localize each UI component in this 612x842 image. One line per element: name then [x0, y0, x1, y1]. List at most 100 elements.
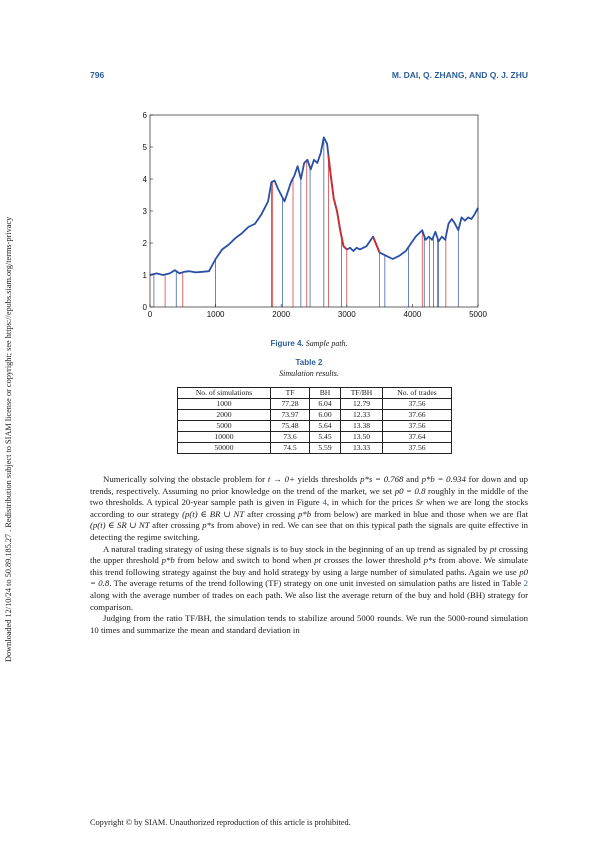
- table-cell: 12.79: [340, 398, 383, 410]
- math: Sr: [415, 497, 424, 508]
- table-cell: 37.56: [382, 420, 452, 432]
- table-cell: 37.64: [382, 431, 452, 443]
- text-run: Numerically solving the obstacle problem…: [103, 474, 268, 484]
- table-cell: 13.33: [340, 442, 383, 454]
- text-run: crosses the lower threshold: [321, 555, 424, 566]
- text-run: yields thresholds: [294, 474, 361, 484]
- table-cell: 77.28: [270, 398, 310, 410]
- y-tick-label: 2: [143, 239, 148, 248]
- paragraph: Numerically solving the obstacle problem…: [90, 474, 528, 544]
- paragraph: Judging from the ratio TF/BH, the simula…: [90, 613, 528, 635]
- page-number: 796: [90, 70, 105, 80]
- math: p0 = 0.8: [90, 566, 528, 589]
- text-run: after crossing: [244, 508, 298, 519]
- results-table: No. of simulations TF BH TF/BH No. of tr…: [177, 387, 452, 454]
- math: p0 = 0.8: [394, 485, 426, 496]
- x-tick-label: 0: [148, 310, 153, 319]
- table-cell: 6.04: [309, 398, 341, 410]
- body-text: Numerically solving the obstacle problem…: [90, 474, 528, 636]
- table-row: 10000 73.6 5.45 13.50 37.64: [177, 431, 452, 443]
- table-row: 1000 77.28 6.04 12.79 37.56: [177, 398, 452, 410]
- table-cell: 1000: [177, 398, 271, 410]
- text-run: from above) in red. We can see that on t…: [90, 520, 529, 542]
- math: p*s: [423, 555, 436, 566]
- table-row: 50000 74.5 5.59 13.33 37.56: [177, 442, 452, 454]
- flat-position-segment: [327, 155, 348, 251]
- table-cell: 37.56: [382, 398, 452, 410]
- table-cell: 6.00: [309, 409, 341, 421]
- figure-ref-link[interactable]: 4: [322, 497, 327, 508]
- y-tick-label: 4: [143, 175, 148, 184]
- text-run: and: [403, 474, 422, 484]
- math: p*s: [202, 520, 215, 531]
- x-tick-label: 5000: [469, 310, 487, 319]
- table-header-cell: No. of trades: [382, 387, 452, 399]
- math: t → 0+: [267, 474, 295, 484]
- math: p*b = 0.934: [421, 474, 466, 484]
- copyright-notice: Copyright © by SIAM. Unauthorized reprod…: [90, 818, 351, 827]
- table-cell: 37.56: [382, 442, 452, 454]
- y-tick-label: 1: [143, 271, 148, 280]
- flat-position-segment: [372, 236, 381, 253]
- table-header-row: No. of simulations TF BH TF/BH No. of tr…: [177, 387, 452, 399]
- table-cell: 74.5: [270, 442, 310, 454]
- text-run: from below) are marked in blue and those…: [311, 508, 529, 519]
- paragraph: A natural trading strategy of using thes…: [90, 544, 528, 614]
- y-tick-label: 5: [143, 143, 148, 152]
- running-header: 796 M. DAI, Q. ZHANG, AND Q. J. ZHU: [90, 70, 528, 84]
- table-cell: 37.66: [382, 409, 452, 421]
- table-header-cell: No. of simulations: [177, 387, 271, 399]
- math: p*b: [297, 508, 312, 519]
- table-cell: 5000: [177, 420, 271, 432]
- plot-frame: [149, 114, 479, 308]
- math: pt: [314, 555, 322, 566]
- math: p*s = 0.768: [360, 474, 404, 484]
- table-header-cell: TF/BH: [340, 387, 383, 399]
- table-row: 5000 75.48 5.64 13.38 37.56: [177, 420, 452, 432]
- y-tick-label: 3: [143, 207, 148, 216]
- table-cell: 73.97: [270, 409, 310, 421]
- table-row: 2000 73.97 6.00 12.33 37.66: [177, 409, 452, 421]
- x-tick-label: 3000: [338, 310, 356, 319]
- y-tick-label: 6: [143, 111, 148, 120]
- download-notice: Downloaded 12/10/24 to 50.89.185.27 . Re…: [4, 216, 13, 662]
- table-header-cell: BH: [309, 387, 341, 399]
- table-label: Table 2: [295, 358, 323, 367]
- text-run: , in which for the prices: [326, 497, 416, 508]
- table-cell: 50000: [177, 442, 271, 454]
- text-run: from above. We simulate this trend follo…: [90, 555, 528, 577]
- table-cell: 2000: [177, 409, 271, 421]
- table-cell: 12.33: [340, 409, 383, 421]
- table-cell: 5.59: [309, 442, 341, 454]
- x-tick-label: 2000: [272, 310, 290, 319]
- text-run: for down and up trends, respectively. As…: [90, 474, 529, 496]
- figure-label[interactable]: Figure 4.: [270, 339, 304, 348]
- math: (p(t) ∈ BR ∪ NT: [182, 508, 245, 519]
- math: p*b: [161, 555, 175, 566]
- table-ref-link[interactable]: 2: [523, 578, 529, 589]
- x-tick-label: 4000: [404, 310, 422, 319]
- y-tick-label: 0: [143, 303, 148, 312]
- sample-path-chart: 0 1000 2000 3000 4000 5000 0 1 2 3 4 5 6: [143, 111, 488, 319]
- text-run: from below and switch to bond when: [174, 555, 315, 566]
- table-cell: 5.45: [309, 431, 341, 443]
- text-run: crossing the upper threshold: [90, 543, 528, 566]
- table-cell: 10000: [177, 431, 271, 443]
- table-cell: 13.50: [340, 431, 383, 443]
- math: (p(t) ∈ SR ∪ NT: [90, 520, 150, 531]
- figure-caption: Figure 4. Sample path.: [90, 339, 528, 348]
- text-run: after crossing: [149, 520, 203, 531]
- price-path-line: [149, 136, 479, 276]
- table-cell: 75.48: [270, 420, 310, 432]
- text-run: along with the average number of trades …: [90, 589, 528, 612]
- table-header-cell: TF: [270, 387, 310, 399]
- table-cell: 73.6: [270, 431, 310, 443]
- table-caption: Simulation results.: [279, 369, 339, 378]
- text-run: . The average returns of the trend follo…: [109, 578, 524, 589]
- text-run: roughly in the middle of the two thresho…: [90, 485, 529, 508]
- running-head-authors: M. DAI, Q. ZHANG, AND Q. J. ZHU: [391, 70, 528, 80]
- x-tick-label: 1000: [207, 310, 225, 319]
- text-run: A natural trading strategy of using thes…: [103, 543, 490, 554]
- table-cell: 13.38: [340, 420, 383, 432]
- math: pt: [489, 543, 497, 554]
